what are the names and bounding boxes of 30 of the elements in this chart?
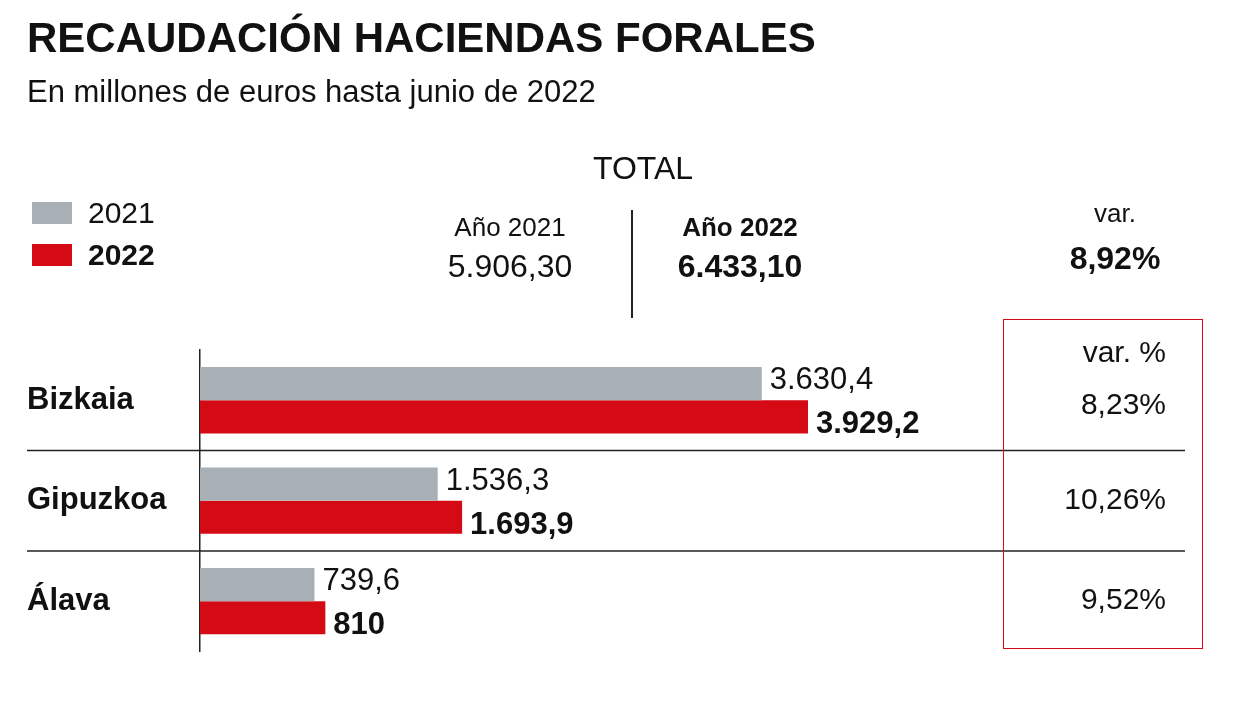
text: 10,26% bbox=[1064, 481, 1166, 515]
data-label: 3.630,4 bbox=[769, 361, 874, 397]
chart-subtitle: En millones de euros hasta junio de 2022 bbox=[27, 74, 596, 110]
y-tick-label: Álava bbox=[27, 581, 111, 617]
data-label: 810 bbox=[333, 606, 386, 642]
bar bbox=[200, 500, 463, 534]
legend-label: 2021 bbox=[88, 196, 155, 230]
data-label: 3.929,2 bbox=[816, 405, 920, 441]
y-tick-label: Gipuzkoa bbox=[27, 481, 168, 517]
bar bbox=[200, 467, 438, 501]
text: 8,23% bbox=[1080, 387, 1166, 421]
legend-label: 2022 bbox=[88, 238, 155, 272]
bar bbox=[200, 568, 315, 602]
chart-title: RECAUDACIÓN HACIENDAS FORALES bbox=[27, 14, 816, 62]
text: Año 2022 bbox=[682, 212, 798, 243]
bar bbox=[200, 367, 762, 401]
text: TOTAL bbox=[592, 150, 694, 187]
y-tick-label: Bizkaia bbox=[27, 380, 135, 416]
data-label: 1.536,3 bbox=[445, 461, 550, 497]
bar bbox=[200, 601, 326, 635]
text: 9,52% bbox=[1080, 582, 1166, 616]
text: var. bbox=[1094, 198, 1136, 229]
text: Año 2021 bbox=[454, 212, 566, 243]
text: 5.906,30 bbox=[447, 248, 573, 285]
text: 8,92% bbox=[1069, 240, 1161, 277]
data-label: 739,6 bbox=[322, 562, 401, 598]
bar bbox=[200, 400, 808, 434]
data-label: 1.693,9 bbox=[470, 505, 574, 541]
text: 6.433,10 bbox=[677, 248, 803, 285]
text: var. % bbox=[1082, 335, 1166, 369]
